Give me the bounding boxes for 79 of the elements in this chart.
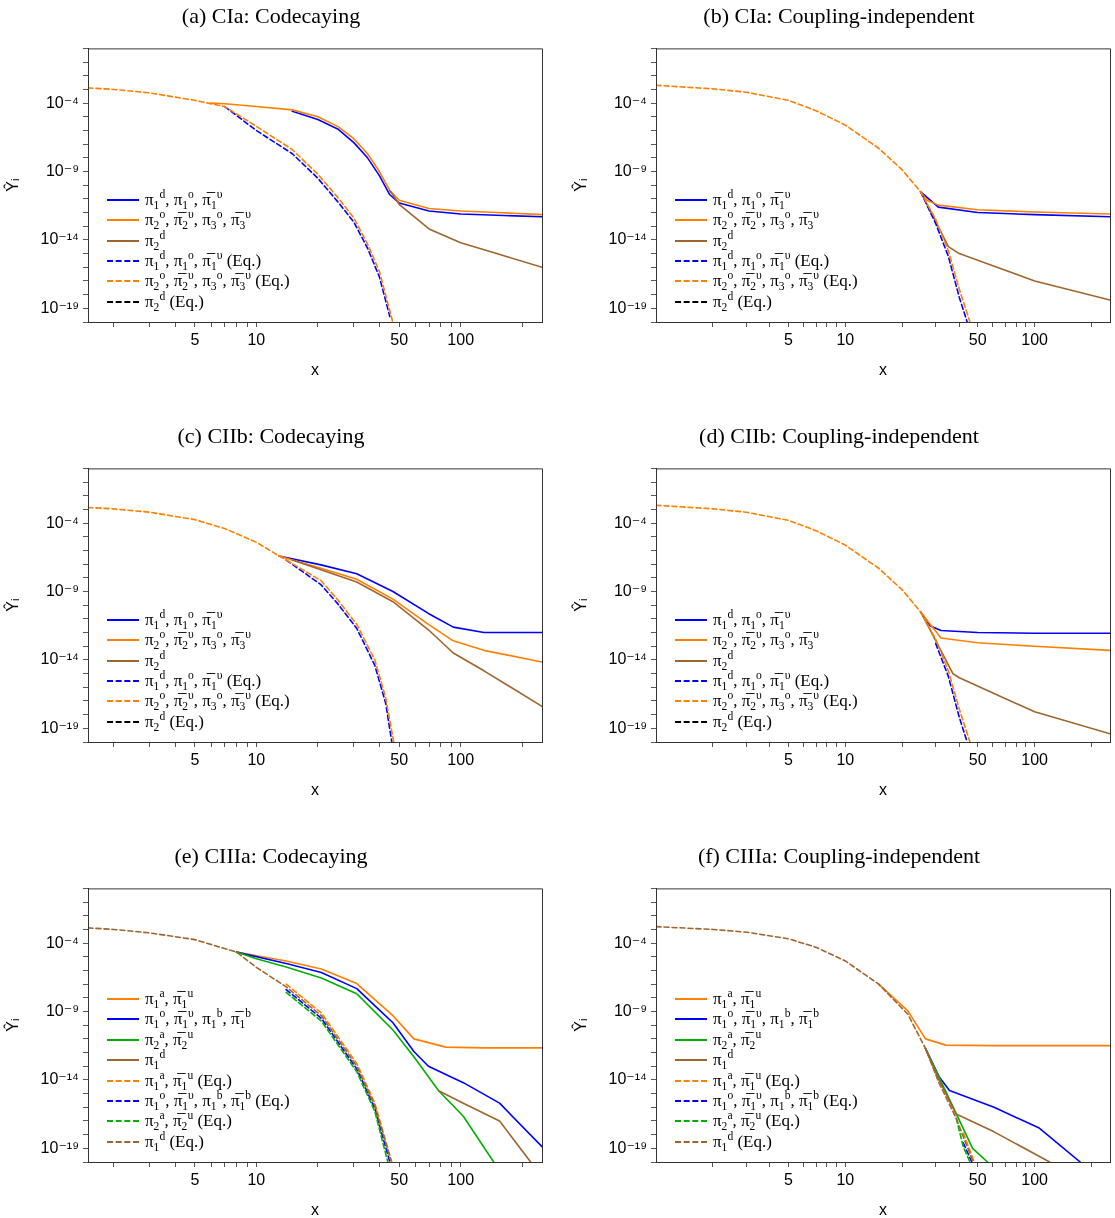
x-tick-label: 100 xyxy=(1021,1171,1049,1189)
y-axis-title: Ŷᵢ xyxy=(571,1018,590,1032)
x-tick-label: 50 xyxy=(968,1171,987,1189)
chart-title: (f) CIIIa: Coupling-independent xyxy=(697,842,981,868)
legend-label: π$_{1}$$^{d}$ (Eq.) xyxy=(145,1130,204,1155)
x-tick-label: 50 xyxy=(390,751,409,769)
y-tick-label: 10⁻¹⁹ xyxy=(40,1138,79,1156)
x-axis-title: x xyxy=(879,360,887,378)
x-tick-label: 50 xyxy=(968,331,987,349)
x-tick-label: 10 xyxy=(836,331,855,349)
y-tick-label: 10⁻⁴ xyxy=(45,513,80,531)
x-axis-title: x xyxy=(879,780,887,798)
x-axis-title: x xyxy=(311,1200,319,1218)
text: π$_{1}$$^{d}$, π$_{1}$$^{o}$, π̅$_{1}$$^{υ}$ (Eq.) xyxy=(713,669,830,694)
y-tick-label: 10⁻⁹ xyxy=(613,581,647,599)
x-tick-label: 50 xyxy=(968,751,987,769)
y-axis-title: Ŷᵢ xyxy=(571,598,590,612)
x-tick-label: 5 xyxy=(190,1171,200,1189)
x-tick-label: 10 xyxy=(247,751,266,769)
x-axis-title: x xyxy=(311,780,319,798)
y-tick-label: 10⁻⁹ xyxy=(613,161,647,179)
x-tick-label: 10 xyxy=(247,1171,266,1189)
y-tick-label: 10⁻¹⁴ xyxy=(40,1070,80,1088)
y-tick-label: 10⁻⁹ xyxy=(45,161,79,179)
y-tick-label: 10⁻¹⁴ xyxy=(608,650,648,668)
x-tick-label: 10 xyxy=(836,1171,855,1189)
y-tick-label: 10⁻¹⁹ xyxy=(608,1138,647,1156)
y-tick-label: 10⁻⁴ xyxy=(45,933,80,951)
y-tick-label: 10⁻¹⁹ xyxy=(40,718,79,736)
x-tick-label: 50 xyxy=(390,331,409,349)
y-tick-label: 10⁻¹⁴ xyxy=(40,650,80,668)
line-series xyxy=(934,642,968,742)
y-axis-title: Ŷᵢ xyxy=(3,178,22,192)
y-axis-title: Ŷᵢ xyxy=(3,1018,22,1032)
x-tick-label: 10 xyxy=(836,751,855,769)
x-tick-label: 50 xyxy=(390,1171,409,1189)
y-tick-label: 10⁻⁹ xyxy=(45,581,79,599)
legend-label: π$_{1}$$^{d}$ (Eq.) xyxy=(713,1130,772,1155)
x-tick-label: 5 xyxy=(783,1171,793,1189)
x-tick-label: 5 xyxy=(783,331,793,349)
text: π$_{1}$$^{d}$, π$_{1}$$^{o}$, π̅$_{1}$$^{υ}$ (Eq.) xyxy=(713,249,830,274)
y-tick-label: 10⁻¹⁹ xyxy=(40,298,79,316)
chart-title: (c) CIIb: Codecaying xyxy=(177,422,365,448)
legend-label: π$_{2}$$^{d}$ (Eq.) xyxy=(145,710,204,735)
x-tick-label: 100 xyxy=(447,1171,475,1189)
chart-title: (d) CIIb: Coupling-independent xyxy=(699,422,979,448)
y-tick-label: 10⁻⁴ xyxy=(613,513,648,531)
x-tick-label: 100 xyxy=(447,751,475,769)
x-axis-title: x xyxy=(311,360,319,378)
y-tick-label: 10⁻⁹ xyxy=(45,1001,79,1019)
legend-label: π$_{2}$$^{d}$ (Eq.) xyxy=(713,710,772,735)
y-tick-label: 10⁻⁴ xyxy=(45,93,80,111)
x-tick-label: 100 xyxy=(1021,751,1049,769)
chart-title: (e) CIIIa: Codecaying xyxy=(174,842,368,868)
x-tick-label: 5 xyxy=(190,331,200,349)
y-tick-label: 10⁻¹⁹ xyxy=(608,298,647,316)
y-tick-label: 10⁻⁹ xyxy=(613,1001,647,1019)
y-axis-title: Ŷᵢ xyxy=(571,178,590,192)
x-tick-label: 5 xyxy=(190,751,200,769)
legend-label: π$_{2}$$^{d}$ (Eq.) xyxy=(145,290,204,315)
y-tick-label: 10⁻⁴ xyxy=(613,93,648,111)
x-axis-title: x xyxy=(879,1200,887,1218)
y-tick-label: 10⁻¹⁹ xyxy=(608,718,647,736)
chart-title: (b) CIa: Coupling-independent xyxy=(703,2,975,28)
x-tick-label: 10 xyxy=(247,331,266,349)
y-tick-label: 10⁻¹⁴ xyxy=(608,230,648,248)
text: π$_{1}$$^{d}$, π$_{1}$$^{o}$, π̅$_{1}$$^{υ}$ (Eq.) xyxy=(145,669,262,694)
y-axis-title: Ŷᵢ xyxy=(3,598,22,612)
text: π$_{1}$$^{o}$, π̅$_{1}$$^{υ}$, π$_{1}$$^{b}$, π̅$_{1}$$^{b}$ (Eq.) xyxy=(713,1089,858,1114)
legend-label: π$_{2}$$^{d}$ (Eq.) xyxy=(713,290,772,315)
chart-title: (a) CIa: Codecaying xyxy=(181,2,361,28)
y-tick-label: 10⁻¹⁴ xyxy=(40,230,80,248)
x-tick-label: 5 xyxy=(783,751,793,769)
y-tick-label: 10⁻¹⁴ xyxy=(608,1070,648,1088)
y-tick-label: 10⁻⁴ xyxy=(613,933,648,951)
x-tick-label: 100 xyxy=(447,331,475,349)
text: π$_{1}$$^{o}$, π̅$_{1}$$^{υ}$, π$_{1}$$^{b}$, π̅$_{1}$$^{b}$ (Eq.) xyxy=(145,1089,290,1114)
text: π$_{1}$$^{d}$, π$_{1}$$^{o}$, π̅$_{1}$$^{υ}$ (Eq.) xyxy=(145,249,262,274)
x-tick-label: 100 xyxy=(1021,331,1049,349)
